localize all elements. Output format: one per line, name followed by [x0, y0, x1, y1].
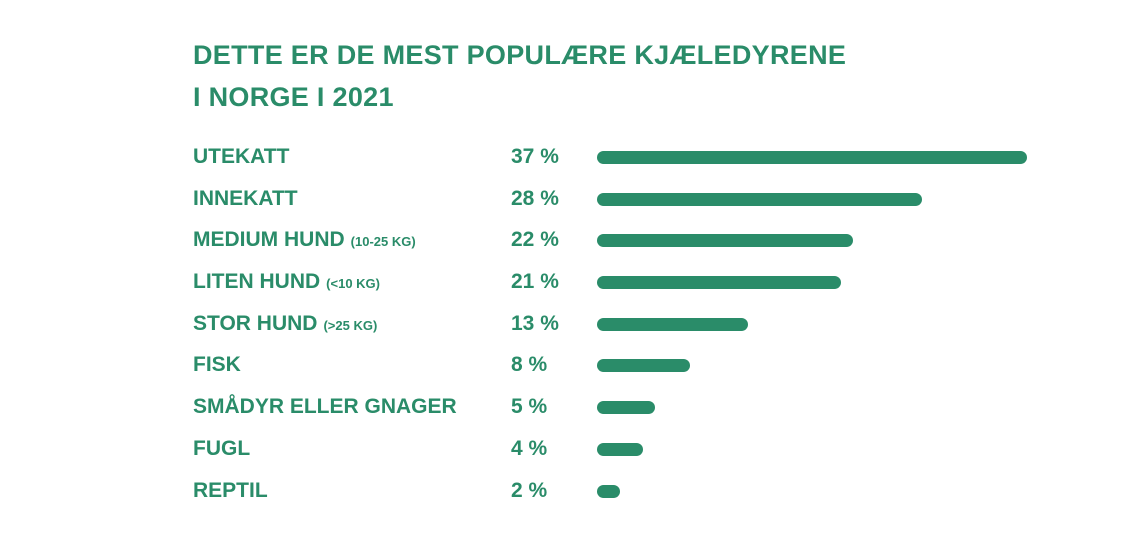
- bar-label: STOR HUND (>25 KG): [193, 311, 377, 339]
- bar-label: SMÅDYR ELLER GNAGER: [193, 394, 457, 420]
- bar-label-text: SMÅDYR ELLER GNAGER: [193, 395, 457, 419]
- bar-label-sub: (<10 KG): [326, 276, 380, 292]
- bar-row: LITEN HUND (<10 KG) 21 %: [193, 261, 1053, 303]
- bar-label: INNEKATT: [193, 186, 298, 212]
- bar-label-text: STOR HUND: [193, 311, 318, 335]
- bar-value-label: 28 %: [511, 186, 559, 210]
- bar-label-sub: (10-25 KG): [350, 234, 416, 250]
- bar: [597, 442, 644, 456]
- bar-label-text: FUGL: [193, 436, 251, 460]
- bar-label-text: INNEKATT: [193, 186, 298, 210]
- bar: [597, 359, 690, 373]
- bar-value-label: 4 %: [511, 436, 548, 460]
- bar-label: FUGL: [193, 436, 250, 462]
- bar-label: UTEKATT: [193, 144, 289, 170]
- bar-row: MEDIUM HUND (10-25 KG) 22 %: [193, 219, 1053, 261]
- bar-label-text: FISK: [193, 353, 241, 377]
- bar-value-label: 22 %: [511, 228, 559, 252]
- bar: [597, 484, 621, 498]
- bar-value-label: 8 %: [511, 353, 548, 377]
- bar-value-label: 13 %: [511, 311, 559, 335]
- bar-row: REPTIL 2 %: [193, 470, 1053, 512]
- bar: [597, 317, 749, 331]
- bar-label-text: MEDIUM HUND: [193, 228, 345, 252]
- bar-value-label: 5 %: [511, 395, 548, 419]
- bar-label-text: LITEN HUND: [193, 270, 321, 294]
- bar: [597, 234, 853, 248]
- bar-label-text: UTEKATT: [193, 145, 290, 168]
- bar-row: STOR HUND (>25 KG) 13 %: [193, 303, 1053, 345]
- chart-title-line-1: DETTE ER DE MEST POPULÆRE KJÆLEDYRENE: [193, 40, 847, 70]
- bar: [597, 401, 656, 415]
- bar-row: FISK 8 %: [193, 344, 1053, 386]
- bar-label-text: REPTIL: [193, 478, 268, 502]
- bar-value-label: 21 %: [511, 270, 559, 294]
- bar-row: SMÅDYR ELLER GNAGER 5 %: [193, 386, 1053, 428]
- bar-row: UTEKATT 37 %: [193, 136, 1053, 178]
- bar: [597, 151, 1027, 164]
- chart-title-line-2: I NORGE I 2021: [193, 82, 394, 112]
- bar-label-sub: (>25 KG): [323, 317, 378, 333]
- bar-row: INNEKATT 28 %: [193, 178, 1053, 220]
- bar-value-label: 37 %: [511, 145, 559, 168]
- chart-title: DETTE ER DE MEST POPULÆRE KJÆLEDYRENE I …: [193, 34, 846, 118]
- bar-value-label: 2 %: [511, 478, 548, 502]
- bar-label: REPTIL: [193, 478, 268, 504]
- bar-label: MEDIUM HUND (10-25 KG): [193, 227, 416, 255]
- bar: [597, 192, 923, 206]
- bar-row: FUGL 4 %: [193, 428, 1053, 470]
- bar: [597, 276, 842, 290]
- bar-label: LITEN HUND (<10 KG): [193, 269, 380, 297]
- bar-chart: UTEKATT 37 % INNEKATT 28 % MEDIUM HUND (10-25…: [193, 136, 1053, 511]
- bar-label: FISK: [193, 352, 241, 378]
